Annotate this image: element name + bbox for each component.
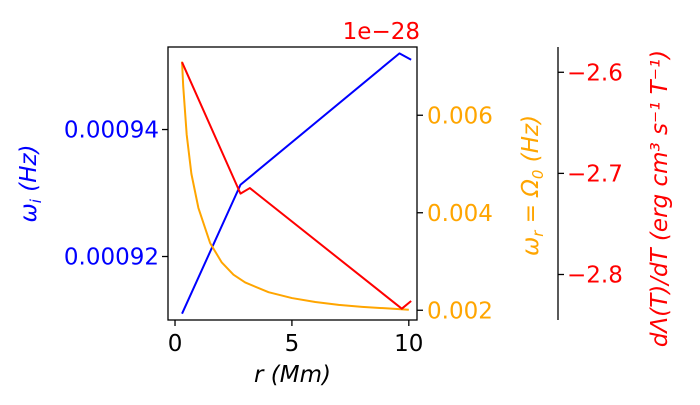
far-right-tick-label: −2.6 — [567, 60, 623, 86]
series-lines — [181, 52, 412, 315]
series-line-omega_r — [181, 61, 409, 311]
left-tick-label: 0.00092 — [64, 245, 159, 271]
x-tick-label: 5 — [285, 331, 300, 357]
x-tick-label: 0 — [168, 331, 183, 357]
offset-text: 1e−28 — [343, 19, 420, 45]
far-right-tick-label: −2.7 — [567, 161, 623, 187]
x-axis-label: r (Mm) — [254, 362, 331, 388]
right-axis-label-text: ωr = Ω0 (Hz) — [518, 115, 547, 256]
left-tick-label: 0.00094 — [64, 118, 159, 144]
axis-labels: r (Mm) ωi (Hz) ωr = Ω0 (Hz) 1e−28 dΛ(T)/dT (… — [16, 19, 673, 388]
far-right-axis-label-text: dΛ(T)/dT (erg cm³ s⁻¹ T⁻¹) — [647, 50, 673, 347]
right-tick-label: 0.004 — [427, 201, 493, 227]
left-axis-label-text: ωi (Hz) — [16, 144, 45, 222]
left-axis-label: ωi (Hz) — [16, 144, 45, 222]
x-tick-label: 10 — [394, 331, 423, 357]
axis-ticks: 0 5 10 0.00092 0.00094 0.002 0.004 0.006 −2.8 −2.… — [64, 60, 623, 357]
series-line-omega_i — [181, 52, 412, 315]
right-tick-label: 0.006 — [427, 103, 493, 129]
right-tick-label: 0.002 — [427, 298, 493, 324]
series-line-dlambda — [181, 61, 412, 310]
plot-frame — [167, 46, 418, 321]
far-right-tick-label: −2.8 — [567, 263, 623, 289]
right-axis-label: ωr = Ω0 (Hz) — [518, 115, 547, 256]
far-right-axis-label: dΛ(T)/dT (erg cm³ s⁻¹ T⁻¹) — [647, 50, 673, 347]
